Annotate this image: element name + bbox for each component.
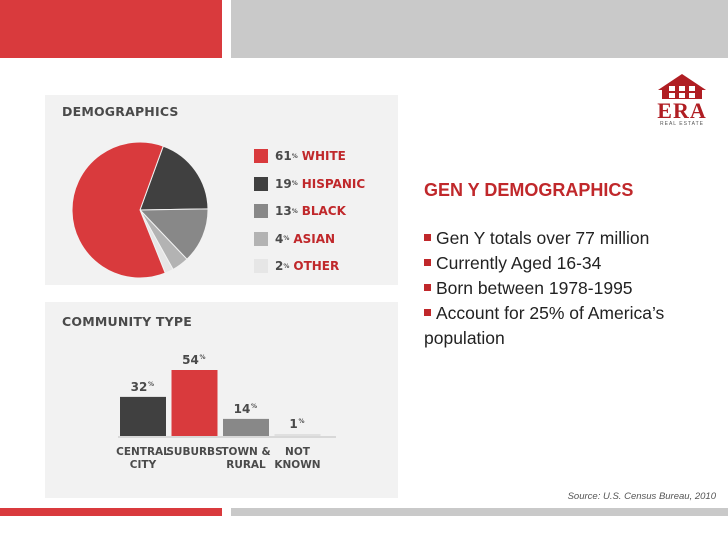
bar-value-percent-sign: %	[200, 354, 206, 361]
legend-item-white: 61% WHITE	[254, 149, 346, 163]
bullet-text: Currently Aged 16-34	[436, 253, 602, 273]
bar-category-label: KNOWN	[274, 459, 320, 471]
bullet-text: Gen Y totals over 77 million	[436, 228, 650, 248]
bar-category-label: CENTRAL	[116, 446, 170, 458]
square-bullet-icon	[424, 233, 431, 241]
legend-swatch	[254, 231, 268, 246]
bottom-grey-bar	[231, 508, 728, 516]
bar-value-label: 32	[131, 380, 148, 394]
legend-percent: 61	[275, 149, 292, 163]
logo-subtext: REAL ESTATE	[660, 121, 704, 127]
bullet-item: Gen Y totals over 77 million	[424, 226, 714, 251]
legend-item-black: 13% BLACK	[254, 204, 346, 218]
bar-value-percent-sign: %	[299, 418, 305, 425]
legend-percent: 2	[275, 259, 284, 273]
pie-slice-white	[71, 141, 166, 279]
square-bullet-icon	[424, 308, 431, 316]
era-logo: ERA REAL ESTATE	[652, 72, 712, 130]
info-bullet-list: Gen Y totals over 77 million Currently A…	[424, 226, 714, 351]
legend-percent: 19	[275, 176, 292, 191]
bar-0	[120, 396, 166, 436]
bar-value-label: 14	[234, 402, 251, 416]
bar-2	[223, 418, 269, 436]
legend-item-hispanic: 19% HISPANIC	[254, 176, 366, 191]
logo-text: ERA	[657, 98, 707, 123]
legend-swatch	[254, 176, 268, 191]
legend-swatch	[254, 149, 268, 163]
community-type-heading: COMMUNITY TYPE	[62, 314, 192, 329]
bullet-item: Currently Aged 16-34	[424, 251, 714, 276]
bar-value-label: 1	[289, 417, 297, 431]
bar-category-label: NOT	[285, 446, 311, 458]
legend-label: BLACK	[301, 204, 346, 218]
bullet-item: Born between 1978-1995	[424, 276, 714, 301]
legend-swatch	[254, 204, 268, 218]
bar-category-label: SUBURBS	[166, 446, 222, 458]
bar-value-percent-sign: %	[148, 381, 154, 388]
bar-category-label: TOWN &	[221, 446, 270, 458]
legend-label: WHITE	[301, 149, 346, 163]
legend-percent-sign: %	[291, 152, 298, 160]
legend-percent: 13	[275, 204, 292, 218]
legend-item-asian: 4% ASIAN	[254, 231, 336, 246]
legend-label: HISPANIC	[301, 176, 366, 191]
bottom-red-bar	[0, 508, 222, 516]
legend-percent: 4	[275, 231, 284, 246]
bar-value-label: 54	[182, 353, 199, 367]
top-grey-bar	[231, 0, 728, 58]
bar-category-label: CITY	[130, 459, 157, 471]
square-bullet-icon	[424, 283, 431, 291]
legend-label: ASIAN	[293, 231, 336, 246]
legend-percent-sign: %	[291, 207, 298, 215]
legend-label: OTHER	[293, 259, 340, 273]
bar-1	[171, 370, 218, 436]
info-title: GEN Y DEMOGRAPHICS	[424, 180, 634, 200]
bullet-text: Account for 25% of America’s population	[424, 303, 665, 348]
legend-item-other: 2% OTHER	[254, 259, 339, 273]
pie-slice-black	[138, 208, 209, 260]
legend-percent-sign: %	[283, 235, 290, 242]
demographics-heading: DEMOGRAPHICS	[62, 104, 179, 119]
top-red-bar	[0, 0, 222, 58]
bullet-text: Born between 1978-1995	[436, 278, 633, 298]
square-bullet-icon	[424, 258, 431, 266]
legend-swatch	[254, 259, 268, 273]
community-type-panel	[45, 302, 398, 498]
bar-category-label: RURAL	[226, 459, 266, 471]
source-note: Source: U.S. Census Bureau, 2010	[567, 491, 716, 502]
bar-3	[274, 434, 321, 436]
house-icon	[658, 74, 706, 99]
legend-percent-sign: %	[291, 180, 298, 187]
pie-slice-hispanic	[139, 145, 209, 211]
bullet-item: Account for 25% of America’s population	[424, 301, 714, 351]
legend-percent-sign: %	[283, 262, 290, 270]
bar-value-percent-sign: %	[251, 403, 257, 410]
